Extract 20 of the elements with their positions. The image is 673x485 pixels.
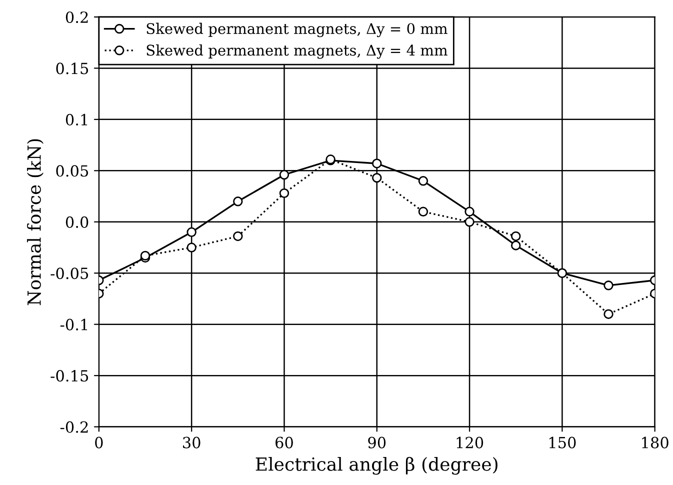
x-axis-title: Electrical angle β (degree) [256,456,498,475]
x-tick-label: 60 [276,436,293,448]
y-tick-label: -0.05 [50,268,88,280]
legend-label: Skewed permanent magnets, Δy = 4 mm [146,44,448,59]
y-tick-label: 0.15 [56,62,88,74]
y-tick-label: 0.0 [66,216,88,228]
x-tick-label: 180 [642,436,668,448]
x-tick-label: 30 [183,436,200,448]
y-tick-label: 0.05 [56,165,88,177]
y-tick-label: 0.1 [66,114,88,126]
x-tick-label: 0 [95,436,103,448]
x-tick-label: 150 [549,436,576,448]
x-tick-label: 120 [456,436,484,448]
y-tick-label: -0.2 [60,421,88,433]
legend-label: Skewed permanent magnets, Δy = 0 mm [146,22,448,38]
x-tick-label: 90 [368,436,386,448]
y-tick-label: -0.1 [60,318,88,330]
y-axis-title: Normal force (kN) [27,139,44,306]
y-tick-label: 0.2 [66,11,88,23]
y-tick-label: -0.15 [50,370,88,382]
